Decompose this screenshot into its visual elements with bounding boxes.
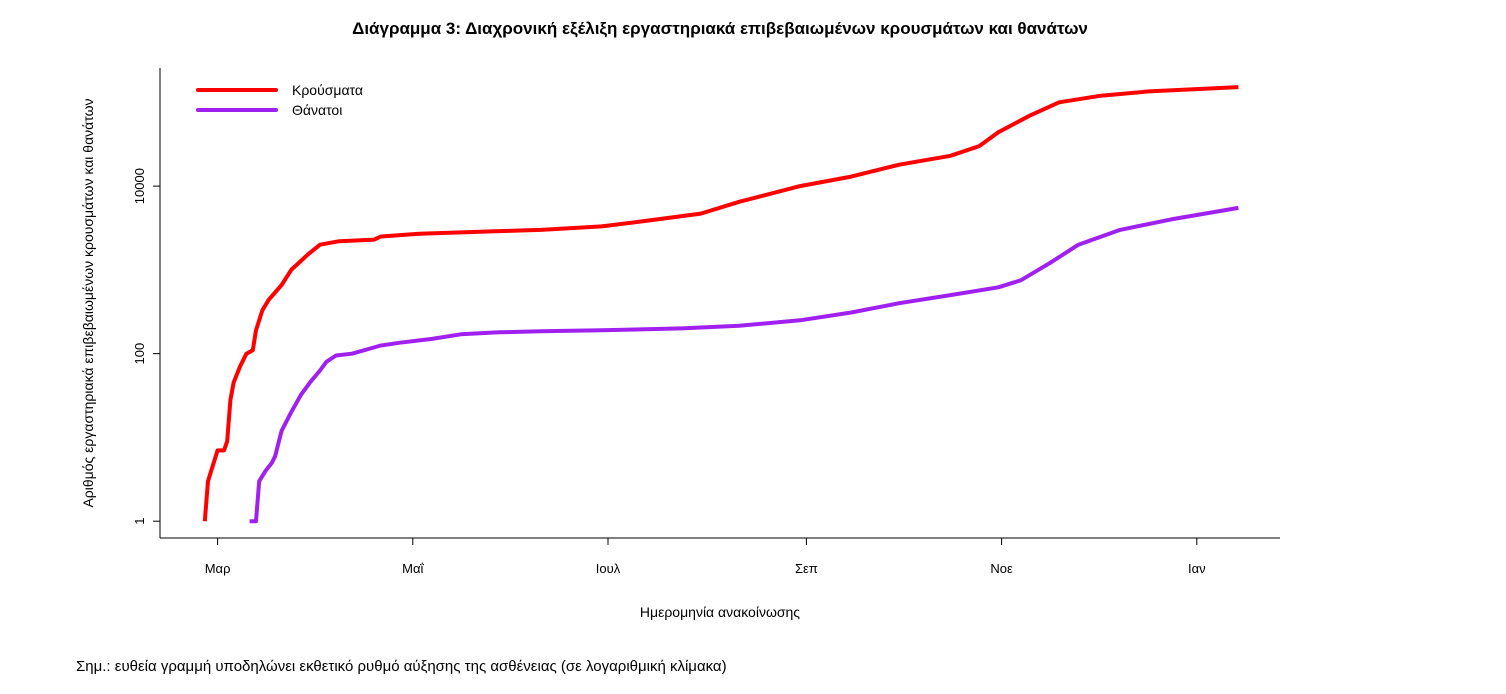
legend-label-cases: Κρούσματα — [292, 82, 363, 98]
x-tick-label: Σεπ — [795, 561, 818, 576]
series-line-1 — [249, 205, 1239, 524]
y-axis-label: Αριθμός εργαστηριακά επιβεβαιωμένων κρου… — [80, 98, 96, 507]
series-line-0 — [202, 85, 1239, 522]
series-lines — [202, 85, 1239, 524]
x-axis-label: Ημερομηνία ανακοίνωσης — [640, 604, 800, 620]
x-tick-label: Μαΐ — [402, 561, 424, 576]
legend-label-deaths: Θάνατοι — [292, 102, 342, 118]
y-tick-label: 1 — [132, 518, 147, 525]
x-tick-label: Ιαν — [1188, 561, 1206, 576]
y-tick-label: 10000 — [132, 168, 147, 204]
y-tick-label: 100 — [132, 343, 147, 365]
footnote: Σημ.: ευθεία γραμμή υποδηλώνει εκθετικό … — [76, 658, 727, 675]
x-tick-label: Ιουλ — [596, 561, 621, 576]
x-ticks: Μαρ Μαΐ Ιουλ Σεπ Νοε Ιαν — [205, 538, 1206, 576]
x-tick-label: Μαρ — [205, 561, 231, 576]
y-ticks: 1 100 10000 — [132, 168, 160, 525]
chart-title: Διάγραμμα 3: Διαχρονική εξέλιξη εργαστηρ… — [352, 19, 1088, 38]
legend: Κρούσματα Θάνατοι — [196, 82, 363, 118]
x-tick-label: Νοε — [990, 561, 1013, 576]
